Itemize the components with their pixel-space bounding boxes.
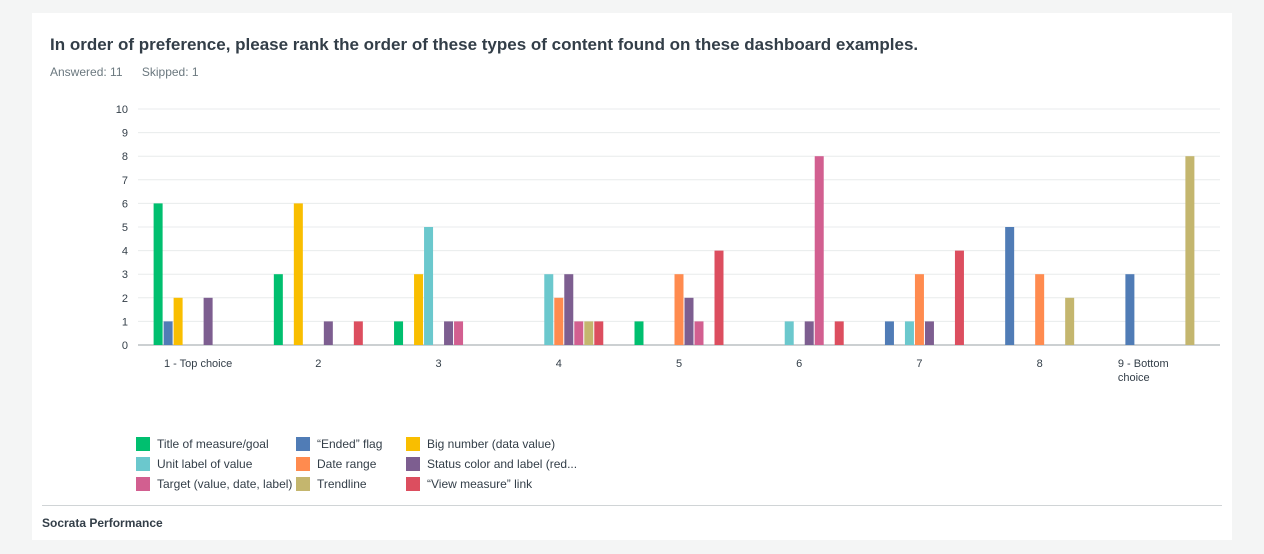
bar[interactable] bbox=[1035, 274, 1045, 345]
y-tick-label: 9 bbox=[122, 128, 128, 140]
footer-divider bbox=[42, 505, 1222, 506]
legend-label: “Ended” flag bbox=[317, 437, 383, 451]
bar[interactable] bbox=[323, 321, 333, 345]
y-tick-label: 8 bbox=[122, 151, 128, 163]
bar[interactable] bbox=[834, 321, 844, 345]
legend-label: Trendline bbox=[317, 477, 367, 491]
bar[interactable] bbox=[554, 297, 564, 345]
bar[interactable] bbox=[424, 227, 434, 345]
x-tick-label: 4 bbox=[556, 358, 562, 370]
bar[interactable] bbox=[1125, 274, 1135, 345]
bar[interactable] bbox=[1185, 156, 1195, 345]
legend-label: Big number (data value) bbox=[427, 437, 556, 451]
x-tick-label: 7 bbox=[916, 358, 922, 370]
bar[interactable] bbox=[574, 321, 584, 345]
bar-chart: 0 1 2 3 4 5 6 7 8 9 10 1 - Top choice 2 3 4 5 6 7 8 9 - Bot… bbox=[116, 104, 1220, 384]
x-tick-label: 6 bbox=[796, 358, 802, 370]
bar[interactable] bbox=[394, 321, 404, 345]
bar[interactable] bbox=[814, 156, 824, 345]
response-stats: Answered: 11 Skipped: 1 bbox=[50, 65, 215, 79]
legend-swatch bbox=[296, 477, 310, 491]
x-tick-label: 2 bbox=[315, 358, 321, 370]
y-tick-label: 0 bbox=[122, 340, 128, 352]
y-tick-label: 3 bbox=[122, 269, 128, 281]
bar[interactable] bbox=[163, 321, 173, 345]
bar[interactable] bbox=[1005, 227, 1015, 345]
bar[interactable] bbox=[564, 274, 574, 345]
bar[interactable] bbox=[674, 274, 684, 345]
bar[interactable] bbox=[153, 203, 163, 345]
legend-item[interactable]: Status color and label (red... bbox=[406, 457, 577, 471]
legend-label: “View measure” link bbox=[427, 477, 533, 491]
bar[interactable] bbox=[924, 321, 934, 345]
bar[interactable] bbox=[273, 274, 283, 345]
bar[interactable] bbox=[584, 321, 594, 345]
x-tick-label: 5 bbox=[676, 358, 682, 370]
bar[interactable] bbox=[954, 250, 964, 345]
legend-label: Date range bbox=[317, 457, 377, 471]
bar[interactable] bbox=[914, 274, 924, 345]
x-tick-label: 1 - Top choice bbox=[164, 358, 232, 370]
bar[interactable] bbox=[444, 321, 454, 345]
y-tick-label: 7 bbox=[122, 175, 128, 187]
legend-swatch bbox=[136, 437, 150, 451]
legend-item[interactable]: Unit label of value bbox=[136, 457, 252, 471]
question-card: In order of preference, please rank the … bbox=[32, 13, 1232, 540]
question-title: In order of preference, please rank the … bbox=[50, 35, 919, 54]
y-tick-label: 5 bbox=[122, 222, 128, 234]
x-tick-label: 3 bbox=[435, 358, 441, 370]
x-tick-label: 8 bbox=[1037, 358, 1043, 370]
legend-label: Unit label of value bbox=[157, 457, 253, 471]
legend-item[interactable]: “Ended” flag bbox=[296, 437, 382, 451]
legend-item[interactable]: Date range bbox=[296, 457, 376, 471]
legend-label: Status color and label (red... bbox=[427, 457, 578, 471]
y-tick-label: 10 bbox=[116, 104, 128, 116]
bar[interactable] bbox=[203, 297, 213, 345]
bar[interactable] bbox=[544, 274, 554, 345]
y-tick-label: 6 bbox=[122, 198, 128, 210]
bar[interactable] bbox=[714, 250, 724, 345]
bar[interactable] bbox=[884, 321, 894, 345]
skipped-count: Skipped: 1 bbox=[141, 65, 199, 79]
bar[interactable] bbox=[784, 321, 794, 345]
bar[interactable] bbox=[454, 321, 464, 345]
bar[interactable] bbox=[173, 297, 183, 345]
bar[interactable] bbox=[414, 274, 424, 345]
bar[interactable] bbox=[904, 321, 914, 345]
legend-swatch bbox=[406, 477, 420, 491]
legend-swatch bbox=[406, 457, 420, 471]
legend-item[interactable]: Big number (data value) bbox=[406, 437, 555, 451]
y-tick-label: 4 bbox=[122, 246, 128, 258]
answered-count: Answered: 11 bbox=[50, 65, 123, 79]
y-tick-label: 2 bbox=[122, 293, 128, 305]
bar[interactable] bbox=[594, 321, 604, 345]
legend-item[interactable]: Trendline bbox=[296, 477, 367, 491]
bar[interactable] bbox=[1065, 297, 1075, 345]
legend-item[interactable]: Target (value, date, label) bbox=[136, 477, 292, 491]
bar[interactable] bbox=[353, 321, 363, 345]
legend-swatch bbox=[136, 457, 150, 471]
legend-label: Target (value, date, label) bbox=[157, 477, 293, 491]
bar[interactable] bbox=[293, 203, 303, 345]
legend-swatch bbox=[406, 437, 420, 451]
bar[interactable] bbox=[694, 321, 704, 345]
footer-label: Socrata Performance bbox=[42, 516, 163, 530]
legend-label: Title of measure/goal bbox=[157, 437, 269, 451]
legend-swatch bbox=[296, 437, 310, 451]
legend-swatch bbox=[136, 477, 150, 491]
bar[interactable] bbox=[804, 321, 814, 345]
y-tick-label: 1 bbox=[122, 316, 128, 328]
bar[interactable] bbox=[634, 321, 644, 345]
bar[interactable] bbox=[684, 297, 694, 345]
x-tick-label: 9 - Bottom choice bbox=[1118, 358, 1169, 384]
legend-item[interactable]: Title of measure/goal bbox=[136, 437, 269, 451]
legend-item[interactable]: “View measure” link bbox=[406, 477, 532, 491]
legend-swatch bbox=[296, 457, 310, 471]
